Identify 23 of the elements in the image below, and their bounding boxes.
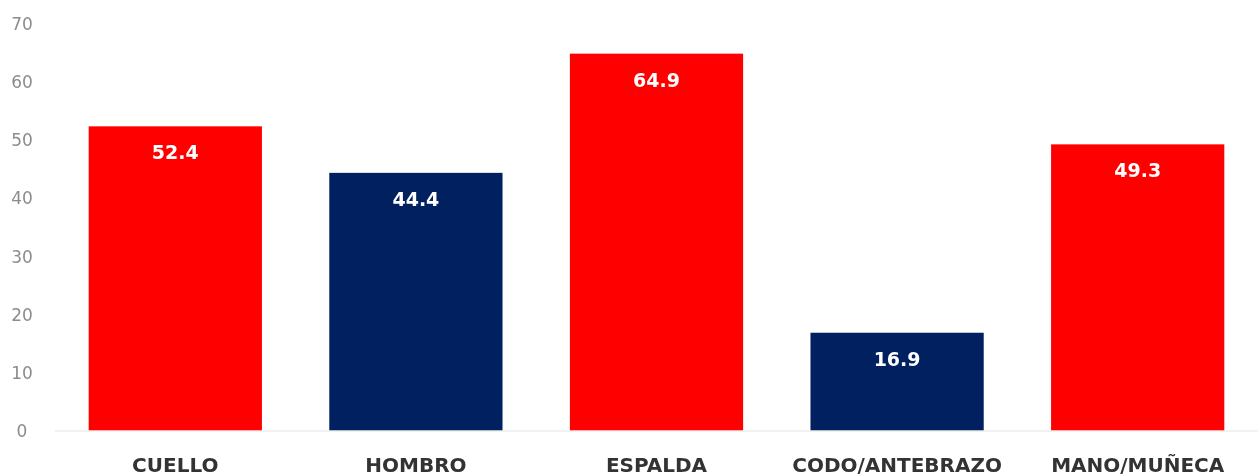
data-label: 49.3 [1114,159,1162,182]
y-tick-label: 10 [11,362,33,383]
bar [1051,144,1225,431]
x-tick-label: CODO/ANTEBRAZO [792,453,1002,476]
data-label: 52.4 [151,141,199,164]
x-tick-label: HOMBRO [365,453,467,476]
y-tick-label: 40 [11,188,33,209]
y-tick-label: 50 [11,130,33,151]
x-tick-label: MANO/MUÑECA [1051,453,1225,476]
y-tick-label: 30 [11,246,33,267]
x-tick-label: ESPALDA [605,453,708,476]
y-tick-label: 60 [11,72,33,93]
data-label: 64.9 [633,68,680,91]
y-tick-label: 70 [11,14,33,34]
y-tick-label: 0 [16,421,28,441]
bar [810,332,984,431]
x-tick-label: CUELLO [132,453,219,476]
data-label: 44.4 [392,187,440,210]
data-label: 16.9 [873,347,921,370]
bar [88,126,262,431]
bar [329,172,503,431]
bar [569,53,744,431]
y-tick-label: 20 [11,304,33,325]
